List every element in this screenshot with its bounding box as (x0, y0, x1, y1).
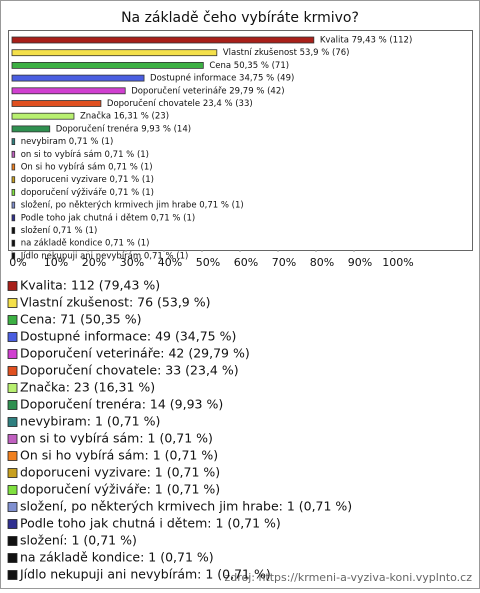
bar (11, 49, 218, 57)
bar-label: nevybiram 0,71 % (1) (21, 137, 114, 147)
legend-swatch (7, 315, 18, 325)
legend-label: on si to vybírá sám: 1 (0,71 %) (20, 431, 213, 446)
bar (11, 62, 204, 69)
legend-label: doporuceni vyzivare: 1 (0,71 %) (20, 465, 220, 480)
chart-title: Na základě čeho vybíráte krmivo? (121, 10, 359, 26)
legend-swatch (7, 298, 18, 308)
legend-label: On si ho vybírá sám: 1 (0,71 %) (20, 448, 218, 463)
legend-swatch (7, 417, 18, 427)
x-tick-label: 90% (348, 256, 372, 269)
bar (11, 214, 16, 222)
bar-label: Doporučení veterináře 29,79 % (42) (131, 85, 284, 96)
x-tick-label: 40% (158, 256, 182, 269)
legend-label: Podle toho jak chutná i dětem: 1 (0,71 %… (20, 516, 281, 531)
legend-label: Doporučení veterináře: 42 (29,79 %) (20, 346, 250, 361)
x-tick-label: 80% (310, 256, 334, 269)
bar-label: Doporučení chovatele 23,4 % (33) (107, 98, 253, 109)
bar (11, 227, 16, 234)
legend-swatch (7, 281, 18, 291)
legend-label: Značka: 23 (16,31 %) (20, 380, 155, 395)
bar-label: Značka 16,31 % (23) (80, 111, 169, 122)
legend-label: Jídlo nekupuji ani nevybírám: 1 (0,71 %) (19, 567, 271, 582)
legend-label: Kvalita: 112 (79,43 %) (20, 278, 160, 293)
bar (11, 188, 16, 196)
bar (11, 74, 145, 82)
legend-swatch (7, 485, 18, 495)
legend-swatch (7, 434, 18, 444)
bar-label: na základě kondice 0,71 % (1) (21, 239, 150, 249)
legend-label: doporučení výživáře: 1 (0,71 %) (20, 482, 220, 497)
bar-label: doporuceni vyzivare 0,71 % (1) (21, 175, 154, 185)
legend-swatch (7, 366, 18, 376)
source: zdroj: https://krmeni-a-vyziva-koni.vypl… (224, 571, 472, 584)
x-tick-label: 60% (234, 256, 258, 269)
bar (11, 201, 16, 209)
bar-label: on si to vybírá sám 0,71 % (1) (21, 150, 149, 160)
bar (11, 150, 16, 158)
bar (11, 112, 75, 120)
legend-swatch (7, 400, 18, 410)
bar-label: Kvalita 79,43 % (112) (320, 36, 412, 46)
legend-swatch (7, 536, 18, 546)
legend-label: na základě kondice: 1 (0,71 %) (20, 550, 214, 565)
bar-label: Jídlo nekupuji ani nevybírám 0,71 % (1) (20, 251, 189, 261)
bar (11, 239, 16, 247)
legend-swatch (7, 349, 18, 359)
legend-swatch (7, 451, 18, 461)
legend-label: Vlastní zkušenost: 76 (53,9 %) (20, 295, 211, 310)
bar (11, 163, 16, 171)
x-tick-label: 20% (82, 256, 106, 269)
legend-label: složení, po některých krmivech jim hrabe… (20, 499, 352, 514)
x-tick-label: 10% (44, 256, 68, 269)
legend-swatch (7, 468, 18, 478)
legend-swatch (7, 570, 18, 580)
bar (11, 100, 102, 107)
bar-label: Cena 50,35 % (71) (209, 61, 289, 71)
x-tick-label: 70% (272, 256, 296, 269)
bar-label: On si ho vybírá sám 0,71 % (1) (21, 163, 153, 173)
legend-label: Doporučení chovatele: 33 (23,4 %) (20, 363, 239, 378)
legend-swatch (7, 519, 18, 529)
legend-swatch (7, 502, 18, 512)
bar-label: Vlastní zkušenost 53,9 % (76) (223, 47, 350, 58)
legend-label: Cena: 71 (50,35 %) (20, 312, 141, 327)
x-tick-label: 100% (382, 256, 413, 269)
legend-swatch (7, 332, 18, 342)
legend-swatch (7, 553, 18, 563)
legend-label: nevybiram: 1 (0,71 %) (20, 414, 160, 429)
bar (11, 252, 16, 260)
x-tick-label: 50% (196, 256, 220, 269)
legend-label: Doporučení trenéra: 14 (9,93 %) (20, 397, 223, 412)
legend-label: složení: 1 (0,71 %) (20, 533, 137, 548)
bar-label: složení, po některých krmivech jim hrabe… (21, 201, 244, 211)
bar-label: Podle toho jak chutná i dětem 0,71 % (1) (21, 213, 196, 223)
bar (11, 36, 315, 44)
bar (11, 138, 16, 146)
bar (11, 176, 16, 184)
legend-label: Dostupné informace: 49 (34,75 %) (20, 329, 236, 344)
bar-label: doporučení výživáře 0,71 % (1) (21, 187, 154, 198)
legend-swatch (7, 383, 18, 393)
bar-label: Doporučení trenéra 9,93 % (14) (56, 123, 191, 134)
bar-label: složení 0,71 % (1) (21, 226, 98, 236)
x-tick-label: 30% (120, 256, 144, 269)
bar (11, 125, 51, 133)
bar (11, 87, 126, 95)
bar-label: Dostupné informace 34,75 % (49) (150, 73, 294, 84)
